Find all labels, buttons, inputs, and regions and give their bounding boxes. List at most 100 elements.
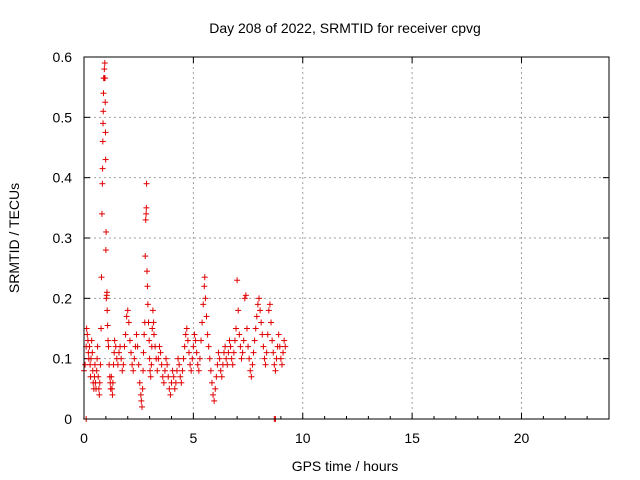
- data-point: [95, 385, 102, 392]
- data-point: [211, 397, 218, 404]
- x-tick-label: 0: [80, 430, 88, 446]
- data-point: [88, 355, 94, 362]
- data-point: [140, 367, 147, 374]
- data-point: [118, 355, 125, 362]
- data-point: [215, 349, 222, 356]
- data-point: [201, 283, 208, 290]
- y-tick-label: 0.6: [53, 49, 73, 65]
- data-point: [100, 108, 107, 115]
- data-point: [158, 361, 165, 368]
- data-point: [146, 355, 153, 362]
- data-point: [183, 325, 190, 332]
- data-point: [141, 331, 148, 338]
- data-point: [251, 337, 258, 344]
- data-point: [159, 373, 166, 380]
- data-point: [98, 325, 105, 332]
- data-point: [280, 349, 287, 356]
- data-point: [124, 307, 131, 314]
- data-point: [184, 337, 191, 344]
- data-point: [160, 379, 167, 386]
- data-point: [94, 355, 101, 362]
- data-point: [213, 373, 220, 380]
- data-point: [122, 331, 129, 338]
- data-point: [125, 319, 132, 326]
- data-point: [230, 349, 237, 356]
- x-tick-label: 10: [295, 430, 311, 446]
- data-point: [205, 343, 212, 350]
- data-point: [157, 349, 164, 356]
- data-point: [130, 367, 137, 374]
- data-point: [144, 268, 150, 275]
- data-point: [89, 349, 96, 356]
- data-point: [223, 355, 230, 362]
- data-point: [134, 343, 141, 350]
- data-point: [123, 313, 130, 320]
- data-point: [103, 228, 110, 235]
- data-point: [186, 349, 192, 356]
- data-point: [192, 337, 199, 344]
- data-point: [212, 385, 219, 392]
- data-point: [82, 361, 89, 368]
- data-point: [133, 331, 140, 338]
- data-point: [94, 343, 101, 350]
- data-point: [243, 325, 250, 332]
- data-point: [189, 355, 196, 362]
- data-point: [196, 355, 203, 362]
- data-point: [256, 295, 262, 302]
- data-point: [217, 367, 224, 374]
- data-point: [266, 301, 273, 308]
- data-point: [252, 325, 259, 332]
- data-point: [250, 349, 257, 356]
- data-point: [193, 349, 200, 356]
- data-point: [216, 355, 223, 362]
- data-point: [262, 361, 269, 368]
- data-point: [194, 361, 201, 368]
- data-point: [161, 367, 168, 374]
- data-point: [236, 331, 243, 338]
- data-point: [146, 337, 153, 344]
- data-point: [114, 361, 121, 368]
- data-point: [131, 355, 138, 362]
- data-point: [109, 391, 116, 398]
- data-point: [265, 307, 272, 314]
- data-point: [276, 343, 283, 350]
- data-point: [237, 343, 244, 350]
- data-point: [139, 385, 146, 392]
- data-point: [142, 216, 149, 223]
- chart-title: Day 208 of 2022, SRMTID for receiver cpv…: [209, 20, 481, 36]
- data-point: [278, 361, 285, 368]
- data-point: [111, 337, 118, 344]
- data-point: [102, 156, 109, 163]
- data-point: [166, 385, 173, 392]
- data-point: [102, 129, 109, 136]
- data-point: [214, 361, 221, 368]
- data-point: [98, 274, 105, 281]
- data-point: [138, 403, 145, 410]
- data-point: [104, 322, 111, 329]
- data-point: [199, 319, 206, 326]
- data-point: [97, 361, 104, 368]
- data-point: [179, 367, 186, 374]
- data-point: [109, 379, 116, 386]
- x-tick-label: 5: [189, 430, 197, 446]
- data-point: [188, 367, 195, 374]
- data-point: [119, 367, 126, 374]
- data-point: [147, 367, 154, 374]
- data-point: [260, 343, 267, 350]
- data-point: [198, 337, 205, 344]
- data-point: [151, 331, 157, 338]
- data-point: [163, 355, 170, 362]
- data-point: [240, 337, 247, 344]
- data-point: [88, 337, 95, 344]
- data-point: [248, 373, 255, 380]
- data-point: [275, 331, 282, 338]
- data-point: [155, 355, 162, 362]
- data-point: [150, 319, 157, 326]
- data-point: [207, 367, 214, 374]
- data-point: [102, 247, 109, 254]
- data-point: [257, 307, 264, 314]
- data-point: [253, 313, 260, 320]
- data-point: [204, 331, 211, 338]
- data-point: [164, 361, 171, 368]
- data-point: [242, 292, 249, 299]
